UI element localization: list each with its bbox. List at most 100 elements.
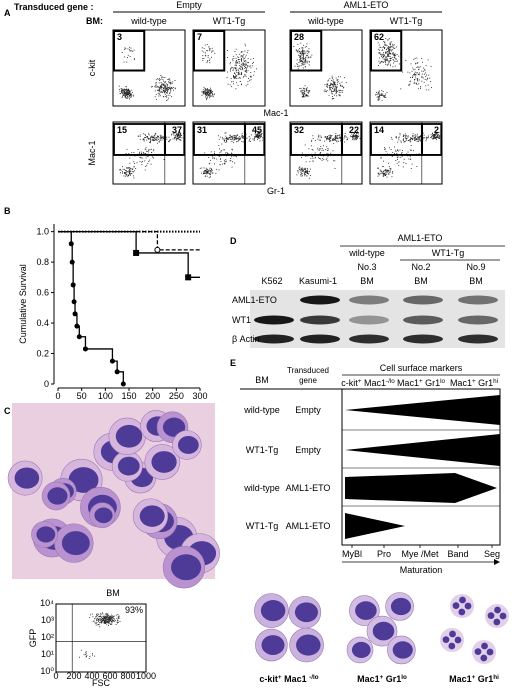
flow-dot — [329, 85, 331, 87]
text-part: + — [380, 674, 384, 681]
cell-nucleus — [390, 597, 412, 616]
flow-dot — [234, 135, 236, 137]
flow-dot — [258, 137, 260, 139]
flow-dot — [177, 137, 179, 139]
flow-dot — [300, 90, 302, 92]
flow-dot — [175, 138, 177, 140]
flow-dot — [229, 160, 231, 162]
flow-dot — [356, 138, 358, 139]
flow-dot — [129, 92, 131, 93]
flow-dot — [384, 60, 386, 62]
flow-dot — [353, 133, 355, 134]
flow-dot — [91, 613, 93, 615]
flow-dot — [234, 51, 236, 52]
flow-dot — [391, 172, 393, 174]
flow-dot — [416, 139, 417, 140]
flow-dot — [205, 96, 206, 98]
flow-dot — [425, 76, 427, 77]
flow-dot — [223, 141, 225, 143]
maturation-shape — [345, 513, 405, 539]
flow-dot — [203, 173, 205, 175]
flow-dot — [242, 62, 244, 64]
flow-dot — [205, 173, 207, 175]
flow-dot — [307, 51, 309, 53]
flow-dot — [412, 133, 414, 135]
text-part: Mac1 — [450, 378, 472, 388]
flow-dot — [297, 170, 298, 172]
text-part: lo — [401, 674, 407, 681]
flow-dot — [243, 63, 245, 65]
flow-dot — [180, 134, 181, 135]
flow-dot — [386, 59, 388, 61]
flow-dot — [126, 171, 127, 173]
flow-dot — [162, 76, 164, 78]
flow-dot — [328, 138, 330, 140]
flow-dot — [225, 132, 227, 134]
flow-dot — [331, 86, 333, 88]
flow-dot — [410, 77, 411, 78]
flow-dot — [233, 58, 235, 60]
flow-dot — [385, 96, 387, 98]
flow-dot — [427, 135, 429, 137]
flow-dot — [108, 618, 110, 620]
flow-dot — [437, 134, 439, 136]
flow-dot — [302, 59, 304, 61]
flow-dot — [354, 135, 355, 137]
bm-row-label: wild-type — [243, 405, 280, 415]
flow-dot — [129, 95, 131, 97]
flow-dot — [179, 136, 180, 138]
flow-dot — [97, 624, 99, 626]
flow-dot — [203, 51, 205, 53]
flow-dot — [233, 76, 235, 78]
flow-dot — [301, 91, 303, 93]
flow-dot — [236, 72, 238, 73]
flow-dot — [260, 136, 262, 137]
cell-nucleus-lobe — [449, 630, 456, 638]
flow-dot — [209, 50, 211, 52]
flow-dot — [111, 615, 113, 617]
flow-dot — [144, 148, 146, 150]
flow-dot — [104, 616, 106, 618]
flow-dot — [419, 79, 420, 81]
cell-nucleus — [392, 641, 413, 659]
flow-dot — [304, 63, 306, 65]
flow-dot — [207, 56, 209, 58]
flow-dot — [306, 43, 308, 45]
flow-dot — [111, 616, 112, 618]
flow-dot — [139, 134, 141, 136]
flow-dot — [416, 84, 418, 85]
text-part: + — [472, 378, 476, 385]
lane-label: BM — [360, 276, 374, 286]
flow-dot — [320, 146, 322, 147]
flow-dot — [145, 134, 146, 136]
flow-dot — [299, 88, 301, 89]
flow-dot — [133, 95, 134, 97]
flow-dot — [438, 131, 440, 133]
flow-dot — [146, 164, 148, 166]
flow-dot — [355, 131, 356, 132]
flow-dot — [168, 82, 170, 84]
flow-dot — [245, 67, 246, 69]
flow-dot — [130, 47, 132, 49]
flow-dot — [229, 137, 231, 138]
flow-dot — [303, 94, 304, 95]
flow-dot — [380, 170, 382, 172]
flow-dot — [257, 137, 259, 139]
flow-dot — [244, 58, 246, 60]
flow-dot — [378, 65, 379, 66]
flow-dot — [244, 74, 245, 76]
flow-dot — [131, 50, 133, 52]
flow-dot — [339, 94, 341, 96]
flow-dot — [205, 94, 207, 96]
flow-dot — [157, 92, 159, 94]
flow-dot — [394, 60, 396, 62]
flow-dot — [210, 159, 211, 161]
flow-dot — [308, 170, 310, 172]
flow-dot — [212, 96, 214, 98]
flow-dot — [101, 620, 103, 621]
flow-dot — [209, 92, 211, 94]
flow-dot — [395, 54, 397, 56]
flow-dot — [180, 140, 182, 141]
flow-dot — [126, 171, 128, 173]
flow-dot — [139, 152, 140, 154]
